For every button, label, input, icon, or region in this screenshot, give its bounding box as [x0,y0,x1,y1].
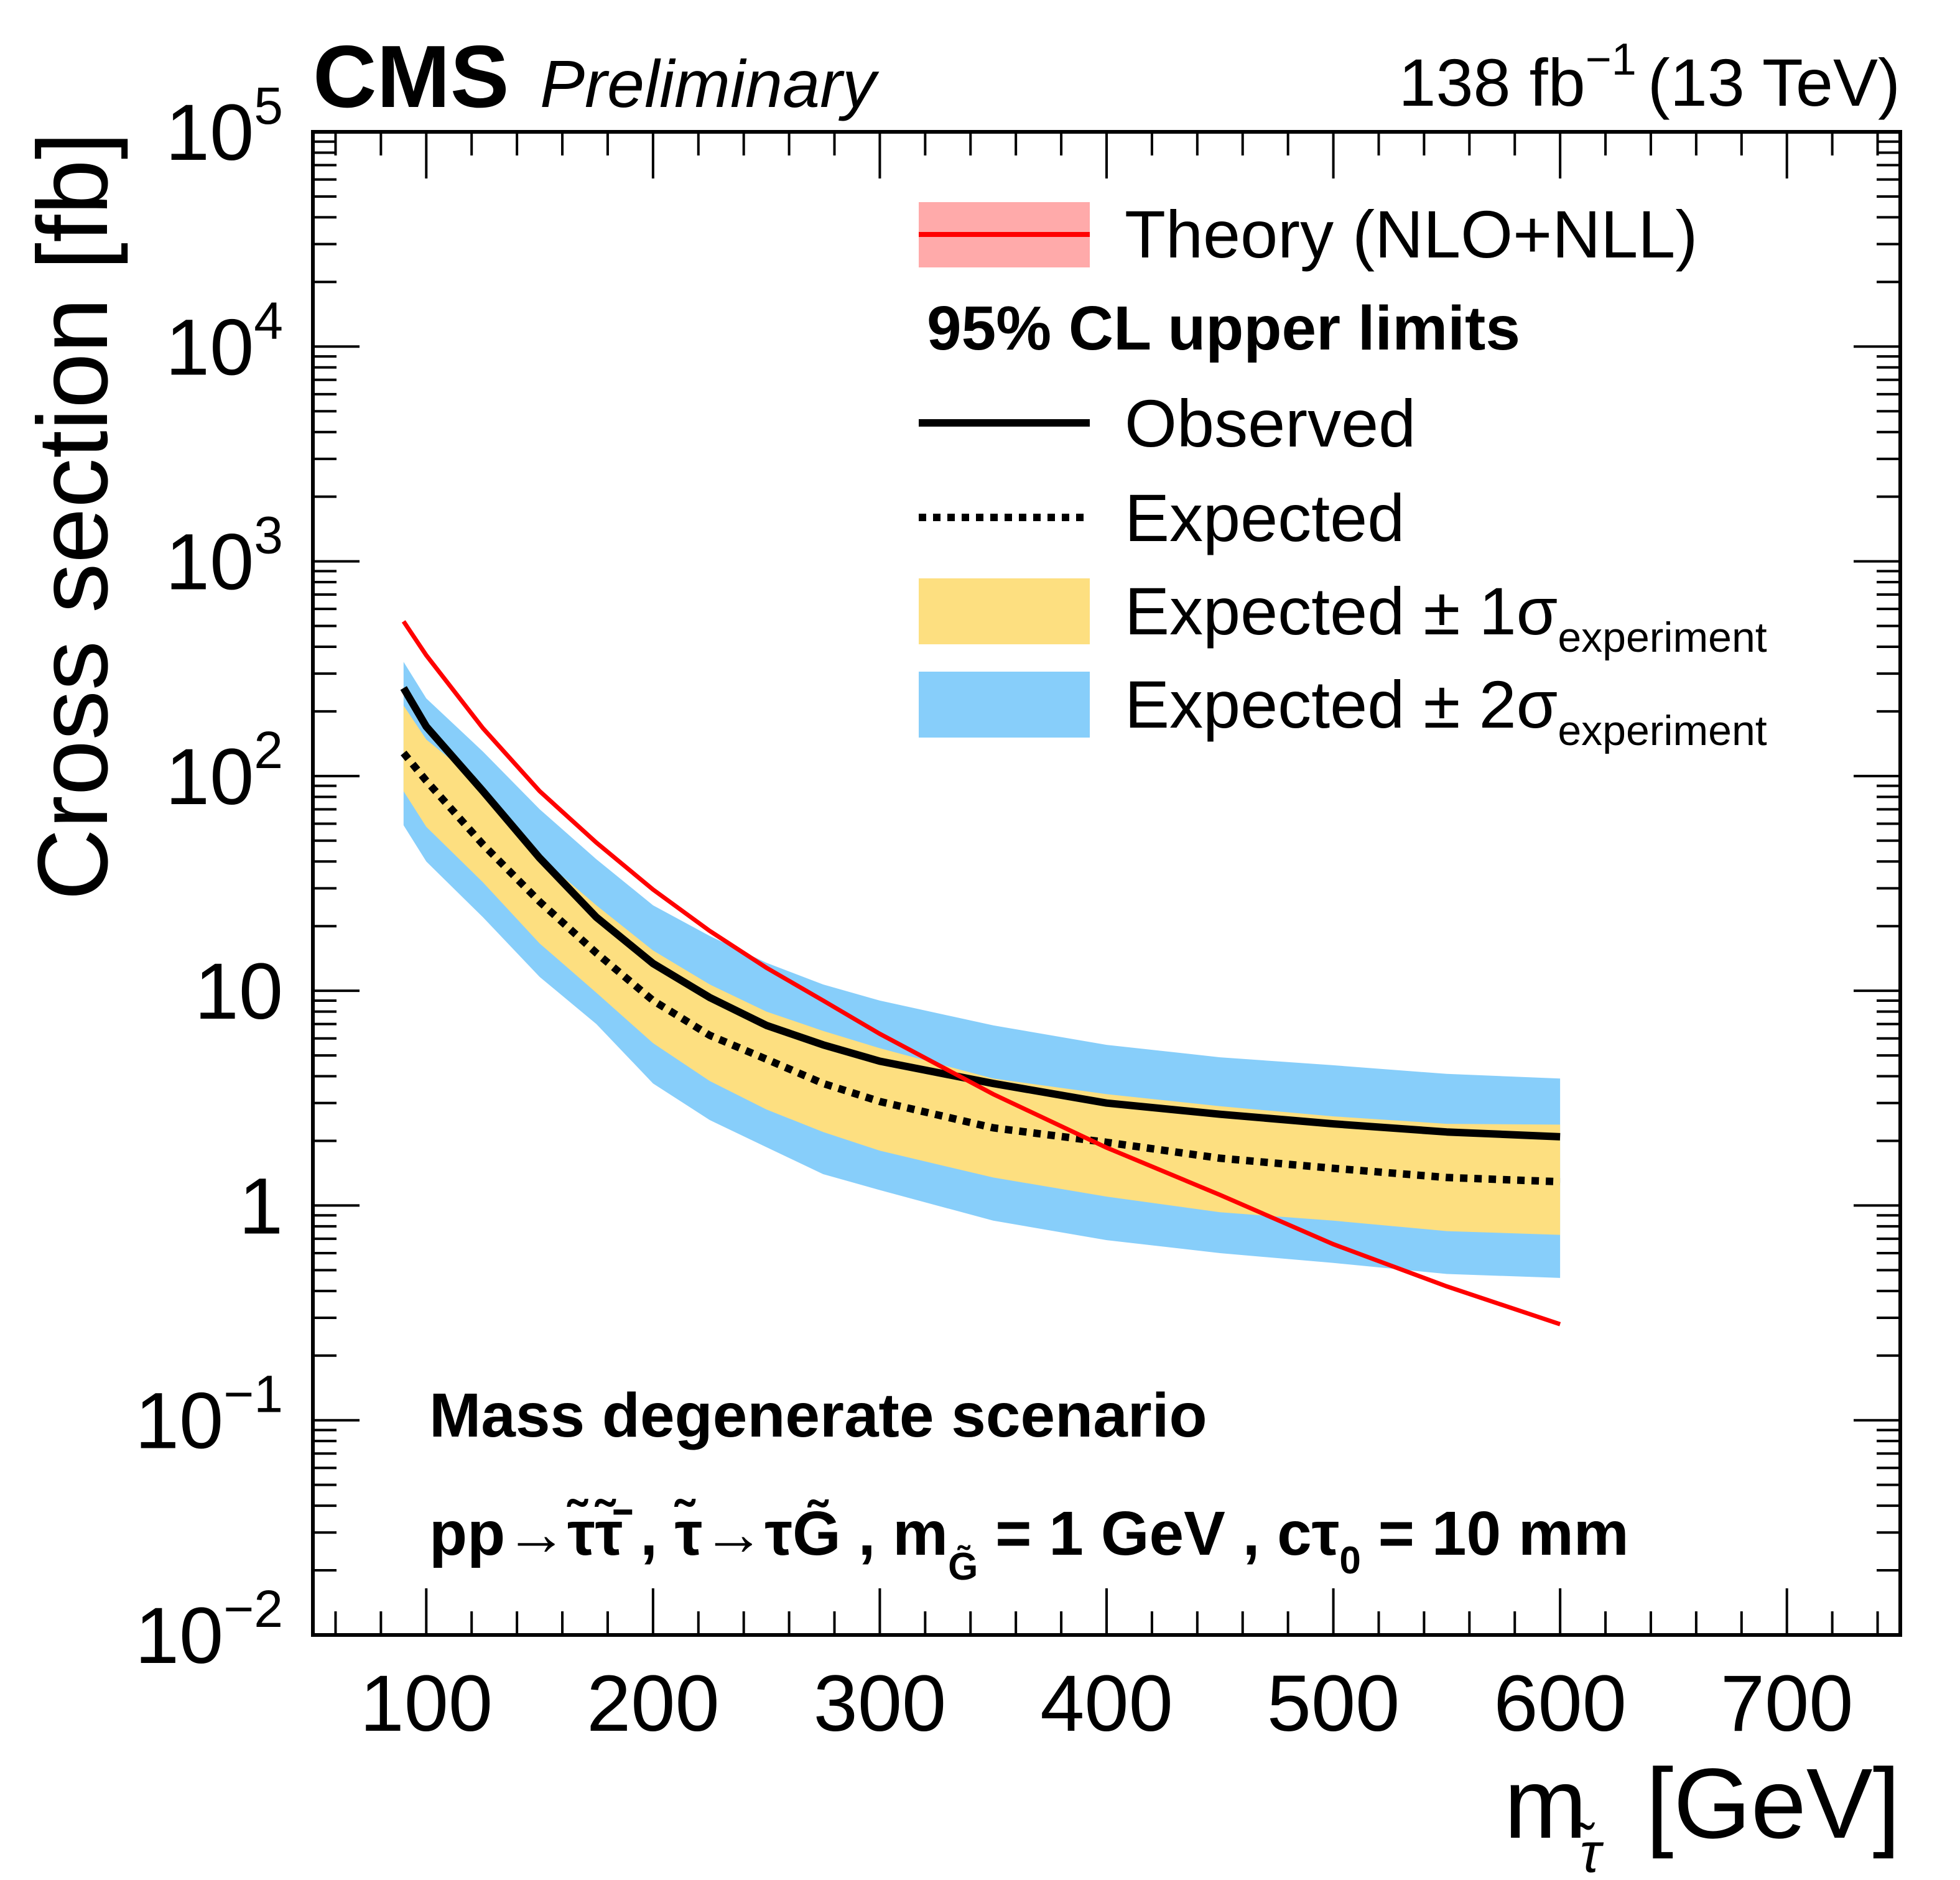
y-tick-base: 1 [239,1162,283,1251]
x-tick-label: 700 [1721,1659,1854,1748]
process-text-end: = 10 mm [1361,1499,1629,1568]
x-tick-label: 400 [1040,1659,1173,1748]
legend-label-2sigma: Expected ± 2σexperiment [1125,667,1767,754]
y-tick-exponent: 3 [254,506,283,565]
y-tick-label: 10−2 [135,1580,283,1680]
observed-line [400,686,1561,1141]
expected-line [401,751,1561,1186]
legend-label-1sigma-sub: experiment [1558,614,1767,661]
y-tick-label: 105 [165,76,283,177]
legend-label-1sigma: Expected ± 1σexperiment [1125,573,1767,661]
y-tick-base: 10 [135,1377,223,1466]
y-tick-base: 10 [165,518,254,607]
x-axis-label-unit: [GeV] [1646,1748,1900,1859]
cms-label: CMS [313,27,509,126]
y-axis-label: Cross section [fb] [17,132,128,901]
x-tick-label: 300 [814,1659,947,1748]
theory-line [401,620,1561,1327]
y-tick-exponent: 2 [254,721,283,779]
process-text-rest: = 1 GeV , cτ [978,1499,1339,1568]
legend-item-2sigma: Expected ± 2σexperiment [919,667,1767,754]
energy-label: (13 TeV) [1648,45,1900,120]
legend-label-1sigma-main: Expected ± 1σ [1125,573,1558,649]
plot-frame [311,130,1902,1637]
legend-item-observed: Observed [919,386,1416,461]
band2-swatch [919,672,1090,738]
y-tick-base: 10 [165,88,254,177]
y-tick-label: 1 [239,1162,283,1251]
ctau-subscript: 0 [1339,1539,1360,1582]
bands-layer [403,662,1561,1278]
y-tick-label: 103 [165,506,283,607]
band-1sigma [403,705,1561,1235]
process-annotation: pp→τ̃τ̃̄ , τ̃→τG̃ , mG̃ = 1 GeV , cτ0 = … [429,1499,1629,1588]
lumi-exponent: −1 [1586,35,1637,85]
y-tick-base: 10 [135,1591,223,1680]
x-tick-label: 100 [360,1659,493,1748]
y-tick-exponent: −2 [223,1580,283,1638]
scenario-annotation: Mass degenerate scenario [429,1381,1207,1450]
x-axis-label-m: m [1504,1748,1587,1859]
legend-label-theory: Theory (NLO+NLL) [1125,197,1698,272]
legend-label-observed: Observed [1125,386,1416,461]
lines-layer [400,620,1561,1327]
y-tick-exponent: 5 [254,76,283,135]
y-tick-label: 10 [195,947,283,1036]
y-tick-label: 104 [165,291,283,392]
x-axis-label: m τ̃ [GeV] [1504,1748,1900,1880]
legend-label-expected: Expected [1125,480,1405,555]
y-tick-base: 10 [165,733,254,822]
y-tick-label: 102 [165,721,283,822]
y-tick-exponent: 4 [254,291,283,350]
legend-label-2sigma-sub: experiment [1558,707,1767,754]
band1-swatch [919,578,1090,644]
x-tick-label: 200 [587,1659,720,1748]
x-tick-labels: 100 200 300 400 500 600 700 [360,1659,1854,1748]
legend: Theory (NLO+NLL) 95% CL upper limits Obs… [919,197,1767,754]
process-text: pp→τ̃τ̃̄ , τ̃→τG̃ , m [429,1499,948,1568]
lumi-value: 138 fb [1398,45,1585,120]
y-tick-label: 10−1 [135,1365,283,1466]
y-tick-base: 10 [195,947,283,1036]
y-tick-base: 10 [165,303,254,392]
legend-header: 95% CL upper limits [927,294,1520,363]
legend-label-2sigma-main: Expected ± 2σ [1125,667,1558,742]
lumi-label: 138 fb−1 (13 TeV) [1398,35,1900,120]
legend-item-expected: Expected [919,480,1405,555]
y-tick-exponent: −1 [223,1365,283,1424]
x-tick-label: 500 [1267,1659,1400,1748]
legend-item-1sigma: Expected ± 1σexperiment [919,573,1767,661]
preliminary-label: Preliminary [540,46,880,121]
x-tick-label: 600 [1493,1659,1627,1748]
gravitino-subscript: G̃ [948,1545,978,1588]
legend-item-theory: Theory (NLO+NLL) [919,197,1698,272]
